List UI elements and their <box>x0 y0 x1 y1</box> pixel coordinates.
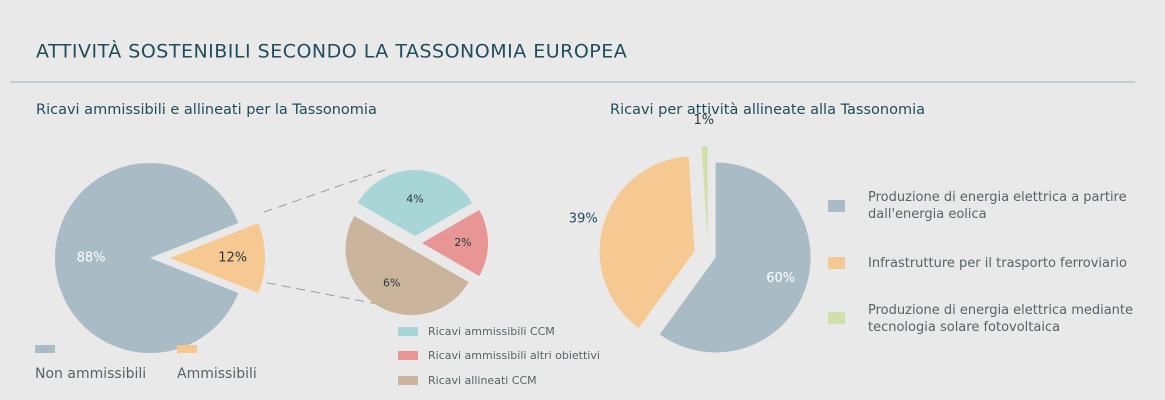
pie-slice <box>345 216 469 316</box>
value-label: 1% <box>693 113 714 128</box>
legend-label: Non ammissibili <box>35 366 146 382</box>
value-label: 39% <box>569 211 598 226</box>
pie-slice <box>170 223 265 293</box>
legend-label: Produzione di energia elettrica a partir… <box>868 190 1127 222</box>
value-label: 60% <box>766 271 795 286</box>
pie-slice <box>55 163 239 354</box>
value-label: 4% <box>406 193 423 206</box>
legend-label: Ammissibili <box>177 366 257 382</box>
chart-title: Ricavi ammissibili e allineati per la Ta… <box>36 102 377 118</box>
connector <box>251 279 389 307</box>
legend-swatch <box>398 376 418 385</box>
value-label: 2% <box>454 236 471 249</box>
value-label: 88% <box>77 251 106 266</box>
legend-label: Produzione di energia elettrica mediante… <box>868 303 1134 335</box>
legend-label: Infrastrutture per il trasporto ferrovia… <box>868 256 1127 271</box>
legend-label: Ricavi ammissibili altri obiettivi <box>428 349 600 362</box>
legend-swatch <box>35 345 55 353</box>
connector <box>263 169 386 213</box>
legend-swatch <box>177 345 197 353</box>
legend-swatch <box>398 351 418 360</box>
pie-slice <box>357 170 473 236</box>
legend-swatch <box>828 257 845 269</box>
pie-slice <box>701 146 708 242</box>
pie-slice <box>422 210 488 276</box>
legend-label: Ricavi ammissibili CCM <box>428 325 555 338</box>
legend-swatch <box>828 312 845 324</box>
page-title: ATTIVITÀ SOSTENIBILI SECONDO LA TASSONOM… <box>36 40 627 63</box>
pie-slice <box>599 156 695 328</box>
legend-swatch <box>828 200 845 212</box>
value-label: 6% <box>383 276 400 289</box>
pie-slice <box>659 162 811 353</box>
legend-swatch <box>398 327 418 336</box>
value-label: 12% <box>218 251 247 266</box>
chart-title: Ricavi per attività allineate alla Tasso… <box>610 102 925 118</box>
legend-label: Ricavi allineati CCM <box>428 374 537 387</box>
